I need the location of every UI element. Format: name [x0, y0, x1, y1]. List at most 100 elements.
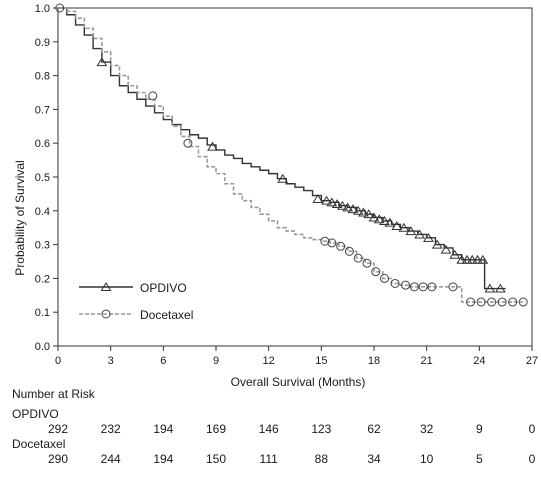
censor-mark-docetaxel	[327, 238, 337, 248]
censor-mark-opdivo	[477, 254, 489, 264]
risk-value-opdivo: 123	[311, 422, 331, 436]
y-tick-label: 0.6	[35, 138, 50, 150]
series-line-docetaxel	[58, 7, 524, 303]
risk-row-label-docetaxel: Docetaxel	[12, 437, 65, 451]
censor-mark-docetaxel	[427, 282, 437, 292]
x-tick-label: 27	[526, 355, 538, 367]
risk-value-docetaxel: 111	[260, 452, 279, 466]
censor-mark-opdivo	[440, 244, 452, 254]
y-tick-label: 0.3	[35, 240, 50, 252]
x-tick-label: 24	[473, 355, 485, 367]
y-tick-label: 0.7	[35, 104, 50, 116]
risk-value-opdivo: 194	[153, 422, 173, 436]
censor-mark-opdivo	[331, 199, 343, 209]
censor-mark-opdivo	[472, 254, 483, 264]
y-axis-title: Probability of Survival	[13, 160, 27, 275]
series-docetaxel	[55, 3, 528, 307]
legend-label-opdivo: OPDIVO	[140, 281, 187, 295]
censor-mark-opdivo	[495, 283, 506, 293]
censor-mark-opdivo	[363, 209, 375, 219]
censor-mark-docetaxel	[371, 267, 381, 277]
x-tick-label: 3	[108, 355, 114, 367]
legend: OPDIVO Docetaxel	[79, 281, 193, 322]
risk-value-docetaxel: 5	[476, 452, 483, 466]
censor-mark-docetaxel	[476, 297, 486, 307]
censor-mark-docetaxel	[390, 278, 400, 288]
censor-mark-opdivo	[484, 283, 496, 293]
legend-marker-opdivo	[100, 282, 112, 291]
y-tick-label: 0.2	[35, 273, 50, 285]
censor-mark-opdivo	[414, 229, 426, 239]
legend-label-docetaxel: Docetaxel	[140, 308, 193, 322]
censor-mark-opdivo	[342, 202, 354, 212]
censor-mark-opdivo	[391, 221, 403, 231]
x-axis: 0 3 6 9 12 15 18 21 24 27	[55, 346, 538, 367]
censor-mark-opdivo	[277, 173, 289, 183]
censor-mark-opdivo	[368, 212, 380, 222]
y-tick-label: 0.0	[35, 341, 50, 353]
risk-value-docetaxel: 150	[206, 452, 226, 466]
censor-mark-opdivo	[352, 205, 364, 215]
series-layer	[55, 3, 528, 307]
risk-value-opdivo: 169	[206, 422, 226, 436]
censor-mark-docetaxel	[508, 297, 518, 307]
risk-row-label-opdivo: OPDIVO	[12, 407, 59, 421]
risk-value-opdivo: 9	[476, 422, 483, 436]
censor-mark-docetaxel	[148, 91, 158, 101]
x-tick-label: 12	[263, 355, 275, 367]
censor-mark-docetaxel	[344, 246, 354, 256]
censor-mark-opdivo	[312, 193, 324, 203]
censor-mark-docetaxel	[320, 236, 330, 246]
x-tick-label: 21	[421, 355, 433, 367]
censor-mark-opdivo	[405, 226, 417, 236]
censor-mark-opdivo	[326, 197, 338, 207]
censor-mark-opdivo	[347, 204, 359, 214]
censor-mark-docetaxel	[518, 297, 528, 307]
censor-mark-docetaxel	[409, 282, 419, 292]
risk-value-opdivo: 292	[48, 422, 68, 436]
censor-mark-opdivo	[449, 249, 461, 259]
censor-mark-docetaxel	[401, 280, 411, 290]
risk-value-opdivo: 146	[259, 422, 279, 436]
censor-mark-docetaxel	[448, 282, 458, 292]
risk-value-docetaxel: 10	[420, 452, 434, 466]
censor-mark-docetaxel	[362, 258, 372, 268]
risk-table-title: Number at Risk	[12, 387, 96, 401]
risk-value-docetaxel: 0	[529, 452, 536, 466]
x-tick-label: 18	[368, 355, 380, 367]
censor-mark-opdivo	[456, 254, 468, 264]
y-tick-label: 0.9	[35, 37, 50, 49]
x-tick-label: 0	[55, 355, 61, 367]
y-tick-label: 0.8	[35, 71, 50, 83]
censor-mark-docetaxel	[336, 241, 346, 251]
censor-mark-opdivo	[207, 141, 218, 151]
censor-mark-docetaxel	[353, 253, 363, 263]
risk-value-opdivo: 232	[101, 422, 121, 436]
risk-value-opdivo: 0	[529, 422, 536, 436]
censor-mark-opdivo	[321, 195, 332, 205]
legend-marker-docetaxel	[101, 309, 111, 319]
censor-mark-docetaxel	[497, 297, 507, 307]
number-at-risk-table: Number at Risk OPDIVO Docetaxel 292 232 19…	[12, 387, 536, 466]
censor-mark-opdivo	[384, 217, 396, 227]
censor-mark-docetaxel	[418, 282, 428, 292]
y-tick-label: 0.1	[35, 307, 50, 319]
series-opdivo	[58, 7, 506, 293]
censor-mark-opdivo	[461, 254, 473, 264]
censor-mark-opdivo	[358, 207, 369, 217]
plot-area	[57, 7, 533, 347]
censor-mark-opdivo	[96, 57, 108, 67]
censor-mark-opdivo	[466, 254, 478, 264]
y-tick-label: 1.0	[35, 3, 50, 15]
censor-mark-opdivo	[431, 239, 443, 249]
risk-value-docetaxel: 244	[101, 452, 121, 466]
legend-item-docetaxel: Docetaxel	[79, 308, 193, 322]
x-tick-label: 6	[160, 355, 166, 367]
risk-value-docetaxel: 88	[315, 452, 329, 466]
censor-mark-docetaxel	[466, 297, 476, 307]
censor-mark-opdivo	[423, 232, 434, 242]
censor-mark-docetaxel	[55, 3, 65, 13]
censor-mark-opdivo	[398, 222, 410, 232]
x-tick-label: 9	[213, 355, 219, 367]
